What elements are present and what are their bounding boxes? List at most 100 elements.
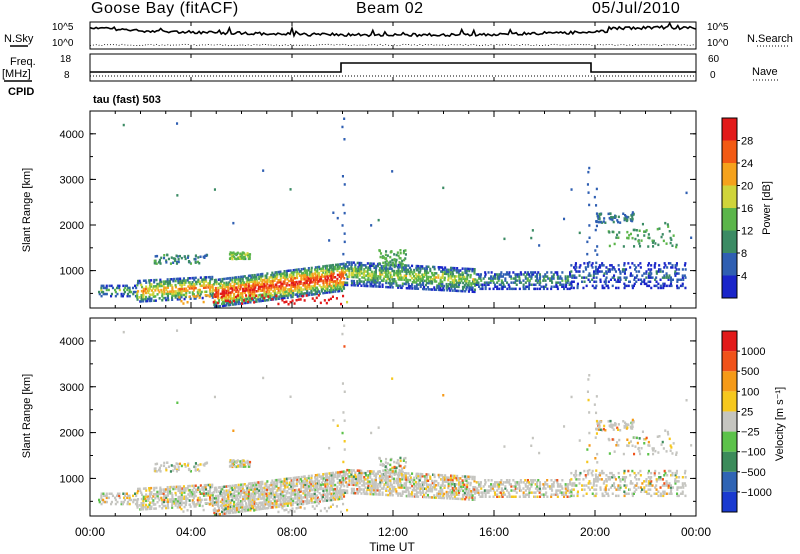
- velocity-cell: [524, 489, 527, 492]
- nsearch-label: N.Search: [747, 33, 793, 45]
- velocity-cell: [595, 476, 598, 479]
- velocity-cell: [676, 488, 679, 491]
- power-cell: [449, 283, 452, 286]
- power-cell: [498, 283, 501, 286]
- power-cell: [241, 253, 244, 256]
- power-cell: [162, 280, 165, 283]
- power-cell: [282, 286, 285, 290]
- velocity-cell: [273, 497, 276, 501]
- power-cell: [305, 271, 308, 274]
- velocity-cell: [559, 489, 562, 492]
- power-cell: [322, 291, 325, 295]
- velocity-cell: [397, 492, 400, 495]
- velocity-cell: [404, 474, 407, 477]
- power-cell: [331, 295, 334, 298]
- power-cell: [417, 287, 420, 290]
- velocity-cell: [528, 487, 531, 490]
- power-cell: [239, 279, 242, 283]
- power-cell: [142, 298, 145, 301]
- velocity-cell: [643, 486, 646, 489]
- power-cell: [356, 261, 359, 265]
- velocity-cell: [453, 493, 456, 496]
- power-cell: [163, 290, 166, 294]
- power-cell: [356, 284, 359, 287]
- velocity-cell: [366, 476, 369, 479]
- velocity-cell: [374, 482, 377, 486]
- velocity-cell: [336, 475, 339, 478]
- velocity-cell: [244, 505, 247, 509]
- power-cell: [453, 277, 456, 280]
- velocity-cell: [415, 493, 418, 496]
- velocity-cell: [203, 484, 206, 487]
- velocity-cell: [276, 495, 279, 498]
- power-cell: [619, 221, 622, 224]
- power-cell: [462, 275, 465, 279]
- power-cell: [555, 283, 558, 286]
- power-cell: [501, 287, 504, 291]
- power-cell: [293, 270, 296, 274]
- velocity-cell: [225, 512, 228, 515]
- velocity-cell: [142, 503, 145, 507]
- velocity-cell: [134, 492, 137, 495]
- power-cell: [132, 286, 135, 290]
- power-cell: [362, 272, 365, 275]
- power-cell: [283, 270, 286, 273]
- power-cell: [281, 299, 284, 302]
- power-cell: [277, 287, 280, 290]
- velocity-cell: [126, 500, 129, 504]
- velocity-cell: [281, 492, 284, 495]
- power-cell: [299, 298, 302, 301]
- power-cell: [318, 273, 321, 277]
- power-cell: [655, 272, 658, 275]
- velocity-cell: [277, 495, 280, 498]
- power-cell: [373, 281, 376, 284]
- velocity-cell: [314, 494, 317, 498]
- velocity-cell: [385, 481, 388, 484]
- velocity-cell: [384, 483, 387, 486]
- velocity-cell: [163, 498, 166, 502]
- velocity-cell: [678, 476, 681, 479]
- power-cell: [169, 278, 172, 281]
- velocity-cell: [253, 481, 256, 485]
- velocity-cell: [344, 491, 347, 494]
- velocity-cell: [422, 491, 425, 494]
- velocity-cell: [154, 462, 157, 466]
- velocity-cell: [324, 487, 327, 490]
- power-cell: [175, 294, 178, 297]
- velocity-cell: [436, 492, 439, 495]
- power-cell: [491, 277, 494, 280]
- power-cell: [180, 285, 183, 289]
- power-cell: [389, 286, 392, 289]
- velocity-cell: [536, 481, 539, 484]
- velocity-cell: [250, 507, 253, 510]
- power-cell: [136, 281, 139, 285]
- velocity-cell: [273, 487, 276, 490]
- power-cell: [446, 289, 449, 292]
- power-cell: [433, 278, 436, 281]
- power-cell: [290, 283, 293, 287]
- power-cell: [212, 283, 215, 286]
- velocity-cell: [245, 493, 248, 496]
- velocity-cell: [457, 477, 460, 480]
- velocity-cell: [559, 483, 562, 486]
- power-cell: [595, 280, 598, 283]
- power-cell: [588, 236, 591, 239]
- power-cell: [265, 274, 268, 277]
- power-cell: [566, 277, 569, 280]
- velocity-cell: [464, 477, 467, 480]
- power-cell: [336, 277, 339, 281]
- power-cell: [284, 278, 287, 281]
- power-cell: [401, 268, 404, 271]
- power-cell: [526, 279, 529, 282]
- power-cell: [648, 236, 651, 240]
- velocity-cell: [339, 489, 342, 492]
- velocity-cell: [320, 498, 323, 501]
- power-cell: [257, 295, 260, 299]
- power-cell: [392, 282, 395, 285]
- velocity-cell: [571, 484, 574, 487]
- power-cell: [127, 286, 130, 290]
- power-cell: [242, 289, 245, 293]
- power-cell: [676, 286, 679, 290]
- velocity-cell: [326, 478, 329, 482]
- power-cell: [252, 286, 255, 289]
